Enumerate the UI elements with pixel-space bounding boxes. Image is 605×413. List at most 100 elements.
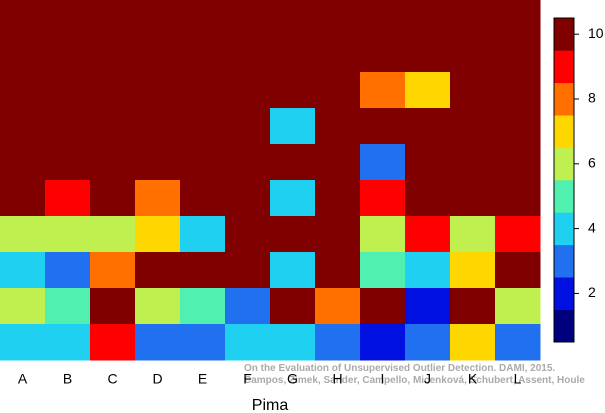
heatmap-cell xyxy=(45,288,91,325)
heatmap-cell xyxy=(0,288,46,325)
heatmap-cell xyxy=(0,180,46,217)
colorbar-frame xyxy=(553,17,575,343)
heatmap-cell xyxy=(405,180,451,217)
heatmap-cell xyxy=(45,72,91,109)
colorbar-segment xyxy=(554,82,574,116)
x-tick-label: D xyxy=(152,371,162,387)
x-tick-label: F xyxy=(243,371,252,387)
x-tick-label: H xyxy=(332,371,342,387)
heatmap-cell xyxy=(450,72,496,109)
heatmap-cell xyxy=(90,252,136,289)
heatmap-cell xyxy=(315,0,361,37)
heatmap-cell xyxy=(405,36,451,73)
watermark: Campos, Zimek, Sander, Campello, Micenko… xyxy=(244,375,585,386)
heatmap-cell xyxy=(405,252,451,289)
heatmap-cell xyxy=(45,324,91,361)
x-tick-label: K xyxy=(468,371,478,387)
colorbar-segment xyxy=(554,50,574,84)
heatmap-cell xyxy=(180,72,226,109)
heatmap-cell xyxy=(360,324,406,361)
heatmap-cell xyxy=(0,252,46,289)
x-axis-label: Pima xyxy=(252,397,289,413)
heatmap-cell xyxy=(225,0,271,37)
x-tick-label: G xyxy=(287,371,298,387)
heatmap-cell xyxy=(135,36,181,73)
x-tick-label: L xyxy=(514,371,522,387)
heatmap-cell xyxy=(270,180,316,217)
heatmap-cell xyxy=(180,216,226,253)
heatmap-cell xyxy=(180,36,226,73)
heatmap-cell xyxy=(180,144,226,181)
heatmap-cell xyxy=(495,144,541,181)
colorbar-segment xyxy=(554,309,574,343)
heatmap-cell xyxy=(180,252,226,289)
heatmap-cell xyxy=(360,108,406,145)
x-tick-label: B xyxy=(63,371,72,387)
heatmap-cell xyxy=(495,324,541,361)
heatmap-cell xyxy=(135,288,181,325)
heatmap-cell xyxy=(225,324,271,361)
heatmap-cell xyxy=(0,324,46,361)
heatmap-cell xyxy=(270,0,316,37)
heatmap-cell xyxy=(450,180,496,217)
heatmap-cell xyxy=(405,144,451,181)
colorbar-segment xyxy=(554,18,574,51)
heatmap-cell xyxy=(45,144,91,181)
heatmap-cell xyxy=(0,36,46,73)
heatmap-cell xyxy=(180,108,226,145)
colorbar-tick-label: 2 xyxy=(588,284,596,300)
heatmap-cell xyxy=(225,216,271,253)
heatmap-cell xyxy=(360,72,406,109)
heatmap-cell xyxy=(450,288,496,325)
heatmap-cell xyxy=(495,252,541,289)
colorbar-segment xyxy=(554,212,574,246)
heatmap-cell xyxy=(315,324,361,361)
heatmap-cell xyxy=(90,288,136,325)
colorbar-segment xyxy=(554,277,574,310)
heatmap-cell xyxy=(135,72,181,109)
heatmap-cell xyxy=(450,324,496,361)
heatmap-cell xyxy=(180,180,226,217)
heatmap-cell xyxy=(45,36,91,73)
heatmap-cell xyxy=(270,216,316,253)
heatmap-cell xyxy=(495,180,541,217)
heatmap-cell xyxy=(360,252,406,289)
heatmap-cell xyxy=(270,108,316,145)
heatmap-cell xyxy=(315,288,361,325)
heatmap-cell xyxy=(495,108,541,145)
heatmap-cell xyxy=(0,108,46,145)
heatmap-cell xyxy=(270,72,316,109)
heatmap-cell xyxy=(90,108,136,145)
heatmap-cell xyxy=(360,288,406,325)
heatmap-cell xyxy=(450,252,496,289)
heatmap-cell xyxy=(495,216,541,253)
heatmap-cell xyxy=(270,144,316,181)
heatmap-cell xyxy=(360,36,406,73)
heatmap-cell xyxy=(90,0,136,37)
watermark: On the Evaluation of Unsupervised Outlie… xyxy=(244,363,555,374)
heatmap-cell xyxy=(495,36,541,73)
colorbar-segment xyxy=(554,180,574,213)
heatmap-cell xyxy=(495,0,541,37)
heatmap-cell xyxy=(225,288,271,325)
x-tick-label: A xyxy=(18,371,28,387)
heatmap-cell xyxy=(135,0,181,37)
heatmap-cell xyxy=(270,252,316,289)
heatmap-cell xyxy=(405,288,451,325)
heatmap-cell xyxy=(45,0,91,37)
heatmap-cell xyxy=(180,324,226,361)
heatmap-cell xyxy=(45,108,91,145)
colorbar-tick-label: 6 xyxy=(588,155,596,171)
colorbar-tick-label: 8 xyxy=(588,90,596,106)
heatmap-cell xyxy=(0,0,46,37)
heatmap-cell xyxy=(270,324,316,361)
heatmap-cell xyxy=(450,144,496,181)
heatmap-cell xyxy=(0,72,46,109)
heatmap-cell xyxy=(180,0,226,37)
heatmap-cell xyxy=(225,72,271,109)
heatmap-cell xyxy=(405,0,451,37)
x-tick-label: C xyxy=(107,371,117,387)
heatmap-cell xyxy=(225,36,271,73)
x-tick-label: E xyxy=(198,371,207,387)
